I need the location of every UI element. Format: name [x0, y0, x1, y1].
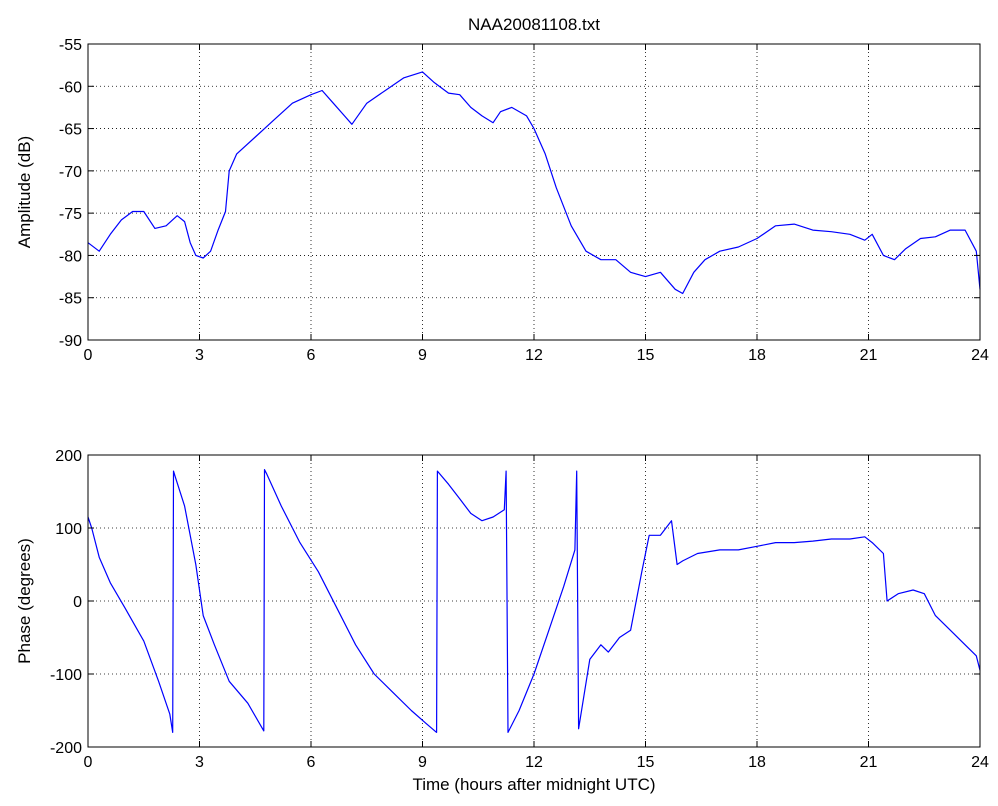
x-tick-label: 6: [307, 347, 316, 364]
y-tick-label: -55: [59, 37, 82, 54]
x-tick-label: 12: [525, 754, 543, 771]
x-tick-label: 3: [195, 754, 204, 771]
y-tick-label: -80: [59, 248, 82, 265]
y-tick-label: -200: [50, 740, 82, 757]
x-tick-label: 3: [195, 347, 204, 364]
y-tick-label: 0: [73, 594, 82, 611]
x-tick-label: 6: [307, 754, 316, 771]
y-tick-label: -60: [59, 79, 82, 96]
x-tick-label: 15: [637, 347, 655, 364]
x-tick-label: 21: [860, 347, 878, 364]
x-tick-label: 24: [971, 754, 989, 771]
y-tick-label: 200: [55, 448, 82, 465]
y-tick-label: -85: [59, 291, 82, 308]
x-axis-label: Time (hours after midnight UTC): [412, 775, 655, 794]
y-tick-label: -65: [59, 122, 82, 139]
y-tick-label: -70: [59, 164, 82, 181]
x-tick-label: 9: [418, 347, 427, 364]
chart-title: NAA20081108.txt: [468, 15, 600, 34]
x-tick-label: 9: [418, 754, 427, 771]
series-line: [87, 71, 981, 295]
x-tick-label: 0: [84, 754, 93, 771]
x-tick-label: 0: [84, 347, 93, 364]
y-tick-label: -90: [59, 333, 82, 350]
subplot-1: 0 3 6 9 12 15 18 21 24 -90 -85 -80 -75 -70 -65 -60 -55 NA…: [15, 15, 989, 364]
y-axis-label: Amplitude (dB): [15, 136, 34, 248]
x-tick-label: 12: [525, 347, 543, 364]
y-tick-label: 100: [55, 521, 82, 538]
x-tick-label: 24: [971, 347, 989, 364]
x-tick-label: 18: [748, 754, 766, 771]
x-tick-label: 15: [637, 754, 655, 771]
y-axis-label: Phase (degrees): [15, 538, 34, 664]
subplot-2: 0 3 6 9 12 15 18 21 24 -200 -100 0 100 200 Time (hours…: [15, 448, 989, 794]
x-tick-label: 21: [860, 754, 878, 771]
y-tick-label: -100: [50, 667, 82, 684]
series-line: [87, 469, 981, 733]
y-tick-label: -75: [59, 206, 82, 223]
x-tick-label: 18: [748, 347, 766, 364]
